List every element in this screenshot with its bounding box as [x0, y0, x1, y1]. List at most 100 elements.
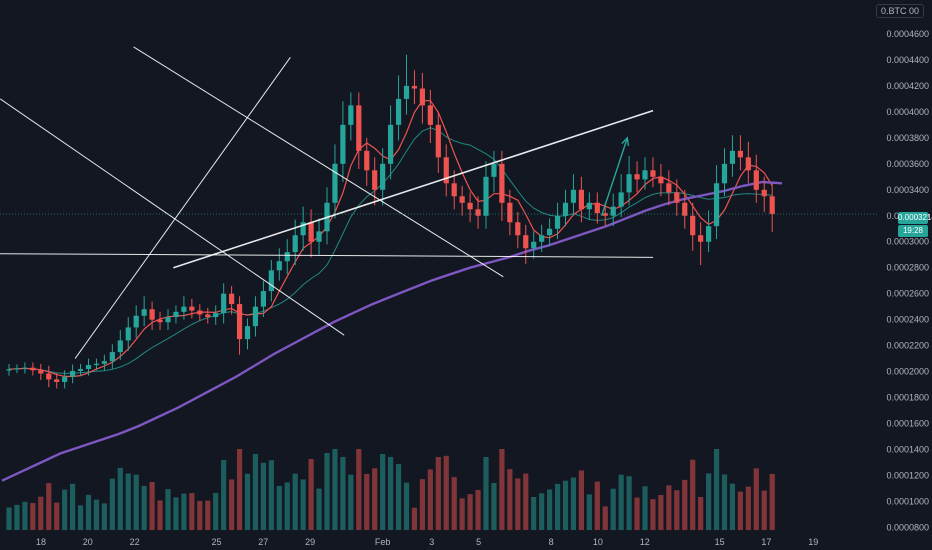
- volume-bar: [491, 483, 497, 530]
- candle-body: [165, 317, 171, 323]
- volume-bar: [348, 474, 354, 530]
- volume-bar: [268, 460, 274, 530]
- volume-bar: [38, 496, 44, 530]
- candle-body: [483, 176, 489, 216]
- candle-body: [93, 363, 100, 366]
- volume-bar: [62, 489, 68, 530]
- candle-body: [340, 124, 346, 164]
- y-tick-label: 0.0001200: [886, 470, 929, 480]
- volume-bar: [483, 457, 489, 530]
- last-price-label: 0.0003214: [898, 212, 932, 224]
- volume-bar: [54, 502, 60, 530]
- candle-body: [300, 222, 306, 236]
- x-tick-label: 8: [549, 537, 554, 547]
- volume-bar: [205, 500, 211, 530]
- candle-body: [666, 183, 672, 193]
- candle-body: [348, 105, 354, 125]
- candle-body: [62, 376, 68, 382]
- volume-bar: [562, 480, 569, 530]
- volume-bar: [380, 454, 386, 530]
- candle-body: [77, 368, 84, 371]
- target-arrow: [600, 137, 629, 216]
- candle-body: [411, 85, 418, 89]
- volume-bar: [157, 500, 163, 530]
- candle-body: [761, 189, 767, 197]
- candle-body: [562, 202, 569, 216]
- candle-body: [229, 293, 235, 305]
- candle-body: [14, 368, 20, 370]
- y-tick-label: 0.0001400: [886, 444, 929, 454]
- trend-line: [74, 57, 291, 359]
- candle-body: [356, 105, 362, 151]
- volume-bar: [451, 477, 457, 530]
- volume-bar: [690, 459, 696, 530]
- volume-bar: [602, 506, 608, 530]
- support-line: [0, 253, 654, 258]
- candle-body: [570, 189, 577, 203]
- trend-line: [133, 46, 504, 278]
- candle-body: [554, 215, 561, 229]
- candle-body: [173, 311, 179, 318]
- volume-bar: [578, 470, 584, 530]
- y-tick-label: 0.0003400: [886, 185, 929, 195]
- candle-body: [499, 163, 505, 203]
- currency-label[interactable]: 0.BTC 00: [875, 4, 924, 18]
- y-tick-label: 0.0001800: [886, 393, 929, 403]
- candle-body: [308, 222, 314, 242]
- y-tick-label: 0.0002000: [886, 367, 929, 377]
- volume-bar: [356, 449, 362, 530]
- y-tick-label: 0.0004600: [886, 29, 929, 39]
- x-tick-label: Feb: [375, 537, 391, 547]
- x-tick-label: 5: [476, 537, 481, 547]
- volume-bar: [332, 449, 338, 530]
- candle-body: [435, 124, 441, 158]
- volume-bar: [30, 503, 36, 530]
- volume-bar: [6, 507, 12, 530]
- candle-body: [6, 369, 12, 371]
- volume-bar: [467, 494, 473, 530]
- volume-bar: [244, 473, 251, 530]
- volume-bar: [165, 489, 171, 530]
- candle-body: [475, 209, 481, 216]
- volume-bar: [459, 498, 465, 530]
- candle-body: [618, 192, 624, 207]
- volume-bar: [499, 449, 505, 530]
- volume-bar: [531, 497, 537, 530]
- candle-body: [690, 215, 696, 236]
- candle-body: [395, 98, 402, 125]
- candle-body: [236, 304, 243, 340]
- volume-bar: [403, 482, 410, 530]
- volume-bar: [721, 474, 728, 530]
- candle-body: [260, 291, 266, 307]
- volume-bar: [666, 485, 672, 530]
- candle-body: [753, 170, 759, 190]
- volume-bar: [388, 457, 394, 530]
- volume-bar: [515, 478, 521, 530]
- volume-bar: [252, 454, 259, 530]
- candle-body: [531, 241, 537, 249]
- candle-body: [189, 306, 195, 311]
- volume-bar: [14, 504, 20, 530]
- candle-body: [467, 202, 473, 210]
- volume-bar: [642, 486, 648, 530]
- candle-body: [54, 379, 60, 382]
- volume-bar: [570, 477, 577, 530]
- candle-body: [451, 183, 457, 197]
- x-tick-label: 25: [211, 537, 221, 547]
- candle-body: [197, 310, 203, 315]
- candle-body: [427, 105, 433, 125]
- candle-body: [380, 163, 386, 190]
- candle-body: [523, 235, 529, 249]
- candle-body: [403, 85, 410, 99]
- candle-body: [507, 202, 513, 223]
- volume-bar: [101, 503, 107, 530]
- target-arrow-head: [621, 136, 630, 146]
- y-tick-label: 0.0003000: [886, 237, 929, 247]
- volume-bar: [125, 473, 131, 530]
- volume-bar: [117, 467, 123, 530]
- volume-bar: [650, 499, 656, 530]
- candle-body: [515, 222, 521, 236]
- volume-bar: [109, 478, 115, 530]
